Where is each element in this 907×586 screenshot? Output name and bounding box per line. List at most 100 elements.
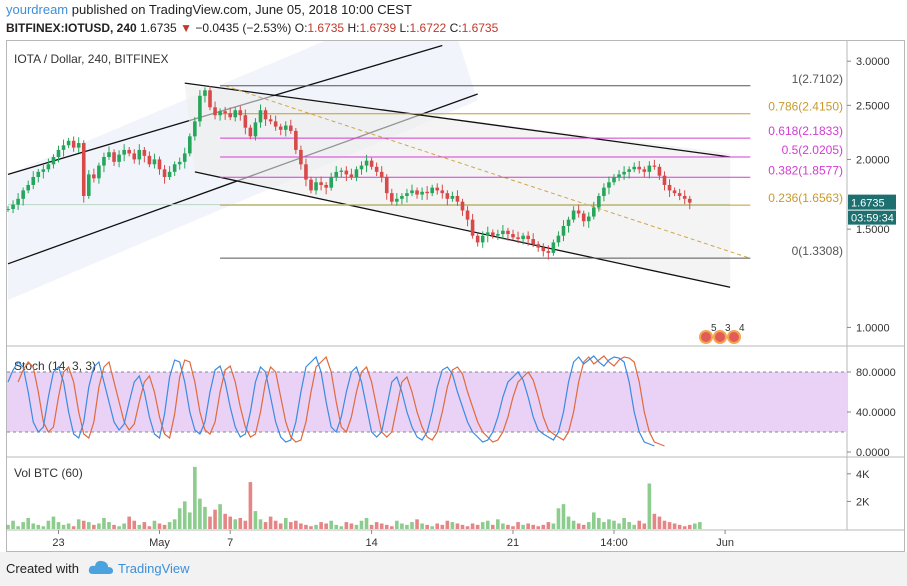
candle-body — [622, 171, 626, 175]
candle-body — [71, 140, 76, 148]
volume-bar — [642, 523, 647, 529]
volume-bar — [283, 517, 288, 529]
candle-body — [61, 145, 66, 150]
stoch-tick-label: 0.0000 — [856, 447, 890, 459]
volume-pane: Vol BTC (60) 4K 2K — [6, 466, 870, 529]
event-flag-icon[interactable] — [727, 330, 741, 344]
volume-bar — [51, 516, 56, 529]
candle-body — [415, 190, 419, 195]
candle-body — [551, 242, 556, 253]
candle-body — [208, 90, 212, 108]
volume-bar — [182, 501, 187, 529]
volume-bar — [152, 520, 157, 529]
candle-body — [647, 165, 652, 172]
volume-bar — [693, 523, 697, 529]
volume-bar — [36, 524, 41, 529]
time-tick-label: May — [149, 537, 170, 549]
candle-body — [359, 165, 364, 170]
volume-bar — [480, 522, 485, 529]
candle-body — [31, 177, 36, 185]
volume-bar — [26, 517, 30, 529]
candle-body — [21, 190, 25, 199]
volume-bar — [526, 523, 530, 529]
volume-bar — [228, 516, 232, 529]
candle-body — [324, 184, 328, 188]
candle-body — [491, 232, 495, 236]
chart-canvas[interactable]: IOTA / Dollar, 240, BITFINEX 1(2.7102) 0.… — [0, 0, 907, 552]
high-label: H: — [347, 21, 360, 35]
candle-body — [672, 190, 677, 194]
candle-body — [561, 225, 566, 236]
candle-body — [632, 166, 636, 170]
volume-bar — [334, 524, 339, 529]
candle-body — [556, 235, 561, 243]
volume-bar — [455, 523, 460, 529]
candle-body — [218, 111, 222, 116]
candle-body — [51, 157, 56, 165]
event-flag-icon[interactable] — [713, 330, 727, 344]
high-value: 1.6739 — [359, 21, 397, 35]
volume-bar — [198, 498, 202, 529]
volume-bar — [506, 524, 510, 529]
candle-body — [41, 169, 46, 172]
volume-bar — [470, 523, 475, 529]
fib-level-label: 0.618(2.1833) — [768, 124, 843, 138]
candle-body — [107, 152, 111, 158]
event-count: 3 — [725, 323, 731, 334]
candle-body — [657, 166, 662, 176]
time-tick-label: 21 — [507, 537, 519, 549]
price-axis: 3.0000 2.5000 2.0000 1.5000 1.0000 1.6735 03:5… — [847, 56, 896, 334]
volume-bar — [491, 524, 495, 529]
event-flag-icon[interactable] — [699, 330, 713, 344]
candle-body — [228, 113, 232, 118]
volume-bar — [531, 524, 535, 529]
volume-bar — [632, 524, 636, 529]
candle-body — [506, 230, 510, 235]
volume-bar — [172, 519, 177, 529]
volume-bar — [516, 522, 520, 529]
candle-body — [677, 193, 682, 196]
candle-body — [289, 125, 293, 131]
candle-body — [223, 111, 227, 114]
candle-body — [430, 187, 434, 194]
volume-bar — [369, 524, 374, 529]
open-value: 1.6735 — [307, 21, 345, 35]
volume-bar — [188, 512, 192, 529]
volume-bar — [97, 523, 101, 529]
candle-body — [511, 234, 515, 238]
candle-body — [445, 193, 450, 199]
candle-body — [238, 110, 243, 116]
volume-bar — [248, 482, 253, 529]
candle-body — [470, 219, 475, 236]
fib-level-label: 0.382(1.8577) — [768, 163, 843, 177]
volume-bar — [117, 526, 121, 529]
volume-bar — [687, 524, 692, 529]
candle-body — [354, 169, 359, 178]
volume-bar — [475, 524, 480, 529]
candle-body — [344, 170, 349, 175]
volume-bar — [213, 509, 217, 529]
tradingview-brand-link[interactable]: TradingView — [118, 561, 190, 576]
candle-body — [177, 161, 182, 165]
fib-level-label: 0.236(1.6563) — [768, 191, 843, 205]
author-link[interactable]: yourdream — [6, 2, 69, 17]
price-tick-label: 2.5000 — [856, 100, 890, 112]
volume-bar — [294, 520, 298, 529]
fib-level-label: 0.5(2.0205) — [782, 143, 843, 157]
symbol-line: BITFINEX:IOTUSD, 240 1.6735 ▼ −0.0435 (−… — [6, 21, 498, 35]
candle-body — [102, 157, 106, 166]
falling-channel-upper-line — [184, 82, 731, 158]
volume-bar — [460, 524, 465, 529]
volume-bar — [496, 519, 500, 529]
candle-body — [637, 166, 642, 170]
fib-trend-line — [224, 85, 751, 259]
volume-bar — [309, 526, 313, 529]
candle-body — [602, 187, 606, 196]
volume-bar — [177, 508, 182, 529]
volume-bar — [536, 526, 541, 529]
candle-body — [132, 153, 137, 160]
volume-bar — [142, 522, 147, 529]
price-tick-label: 2.0000 — [856, 154, 890, 166]
candle-body — [294, 130, 298, 150]
volume-bar — [612, 520, 616, 529]
